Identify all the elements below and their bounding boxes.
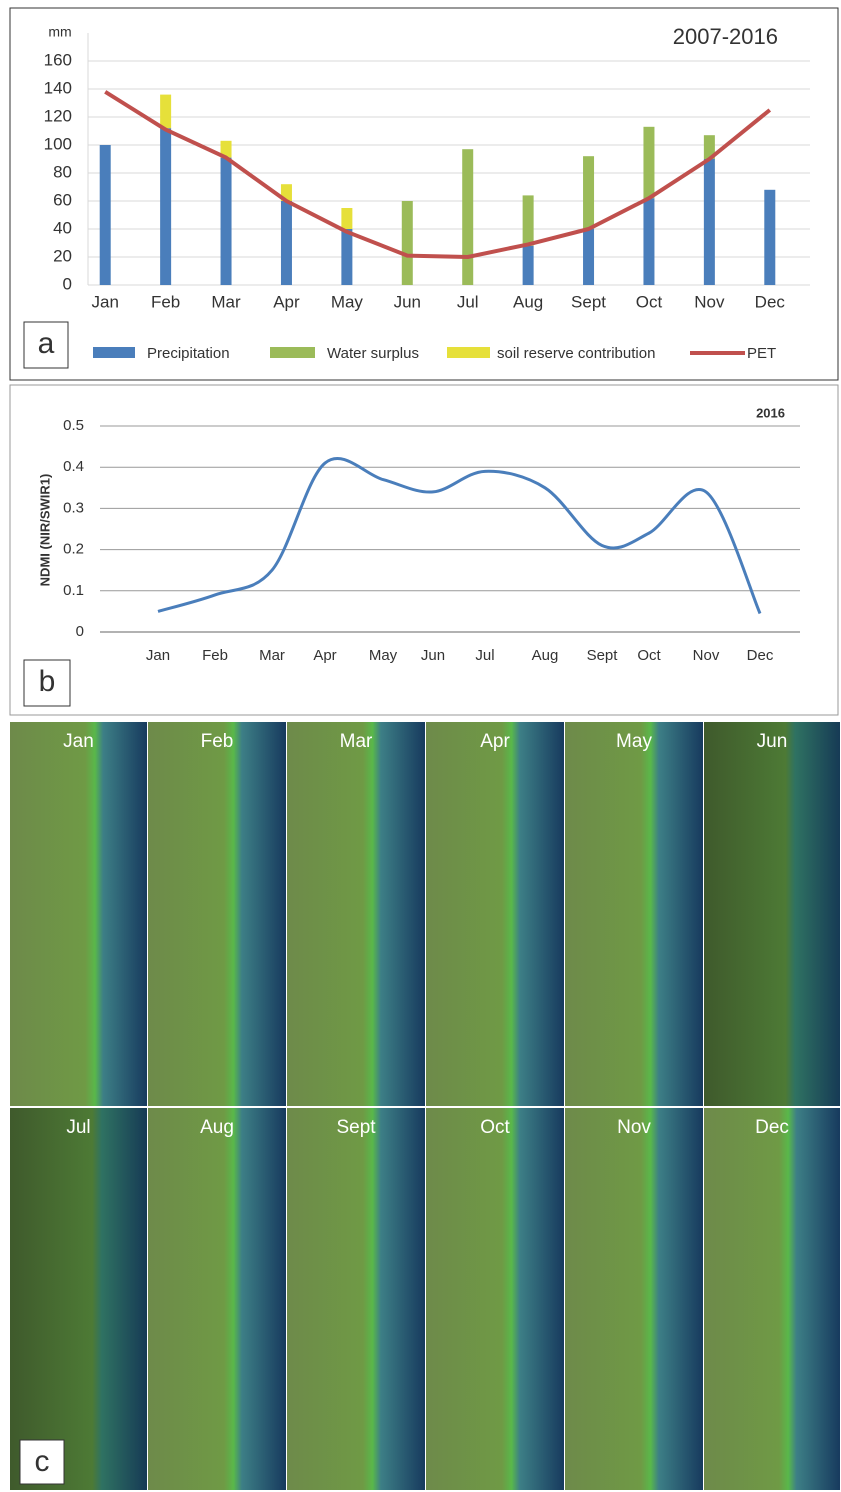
y-tick-label: 0 [76,623,84,640]
y-tick-label: 140 [44,78,72,97]
satellite-panel: Jan Feb Mar Apr May Jun Jul Aug Sept Oct Nov Dec c [10,722,840,1490]
tile-label: Jul [66,1117,90,1138]
x-tick-label: Dec [747,647,774,664]
bar-segment [402,201,413,285]
bar-segment [160,95,171,129]
y-tick-label: 40 [53,218,72,237]
legend-label: Water surplus [327,345,419,362]
bar-segment [583,229,594,285]
satellite-image [565,1108,703,1490]
tile-label: Mar [340,731,373,752]
bar-segment [764,190,775,285]
line [158,459,760,614]
tile-label: Dec [755,1117,789,1138]
y-tick-label: 100 [44,134,72,153]
tile-label: Oct [480,1117,510,1138]
bar-segment [221,158,232,285]
x-tick-label: Jul [457,292,479,311]
legend-label: soil reserve contribution [497,345,655,362]
legend-label: Precipitation [147,345,230,362]
x-tick-label: Jun [394,292,421,311]
x-tick-label: Oct [636,292,663,311]
tile-label: Sept [336,1117,376,1138]
x-tick-label: Jan [91,292,118,311]
chart-title: 2007-2016 [673,24,778,49]
bar-segment [523,195,534,245]
tile-label: Jan [63,731,94,752]
x-tick-label: Apr [273,292,300,311]
tile-label: May [616,731,652,752]
x-tick-label: Apr [313,647,336,664]
y-tick-label: 0.1 [63,582,84,599]
satellite-image [565,722,703,1106]
y-tick-label: 20 [53,246,72,265]
satellite-image [704,1108,840,1490]
satellite-image [148,1108,286,1490]
y-tick-label: 60 [53,190,72,209]
x-tick-label: Feb [202,647,228,664]
tile-label: Apr [480,731,510,752]
y-tick-label: 0 [63,274,72,293]
y-axis-label: mm [48,24,71,40]
x-tick-label: Jan [146,647,170,664]
x-tick-label: May [369,647,398,664]
bar-segment [341,208,352,229]
satellite-image [287,722,425,1106]
y-tick-label: 0.5 [63,417,84,434]
bar-segment [704,159,715,285]
x-tick-label: Nov [693,647,720,664]
satellite-image [426,722,564,1106]
y-tick-label: 120 [44,106,72,125]
chart-title: 2016 [756,405,785,420]
bar-segment [281,201,292,285]
x-tick-label: Jun [421,647,445,664]
x-tick-label: Sept [571,292,606,311]
y-tick-label: 0.4 [63,458,84,475]
legend-marker [93,347,135,358]
tile-label: Aug [200,1117,234,1138]
y-tick-label: 160 [44,50,72,69]
x-tick-label: Mar [211,292,241,311]
bar-segment [462,149,473,285]
x-tick-label: May [331,292,364,311]
bar-segment [523,246,534,285]
legend-marker [270,347,315,358]
x-tick-label: Aug [532,647,559,664]
panel-label: c [35,1445,50,1478]
y-tick-label: 0.2 [63,541,84,558]
x-tick-label: Mar [259,647,285,664]
legend-label: PET [747,345,776,362]
x-tick-label: Feb [151,292,180,311]
tile-label: Nov [617,1117,651,1138]
x-tick-label: Jul [475,647,494,664]
bar-segment [643,127,654,198]
x-tick-label: Nov [694,292,725,311]
satellite-image [10,722,147,1106]
y-tick-label: 80 [53,162,72,181]
x-tick-label: Sept [587,647,619,664]
panel-label: b [39,665,56,698]
satellite-image [426,1108,564,1490]
satellite-image [10,1108,147,1490]
y-axis-label: NDMI (NIR/SWIR1) [37,474,52,587]
panel-label: a [38,327,55,360]
bar-segment [160,128,171,285]
x-tick-label: Dec [755,292,786,311]
bar-segment [100,145,111,285]
bar-segment [341,229,352,285]
bar-segment [583,156,594,229]
bar-segment [643,198,654,285]
satellite-image [704,722,840,1106]
tile-label: Feb [201,731,234,752]
figure: a b 2007-2016 mm 2016 NDMI (NIR/SWIR1) J… [0,0,841,1492]
x-tick-label: Aug [513,292,543,311]
x-tick-label: Oct [637,647,661,664]
tile-label: Jun [757,731,788,752]
legend-marker [447,347,490,358]
satellite-image [287,1108,425,1490]
satellite-image [148,722,286,1106]
y-tick-label: 0.3 [63,499,84,516]
